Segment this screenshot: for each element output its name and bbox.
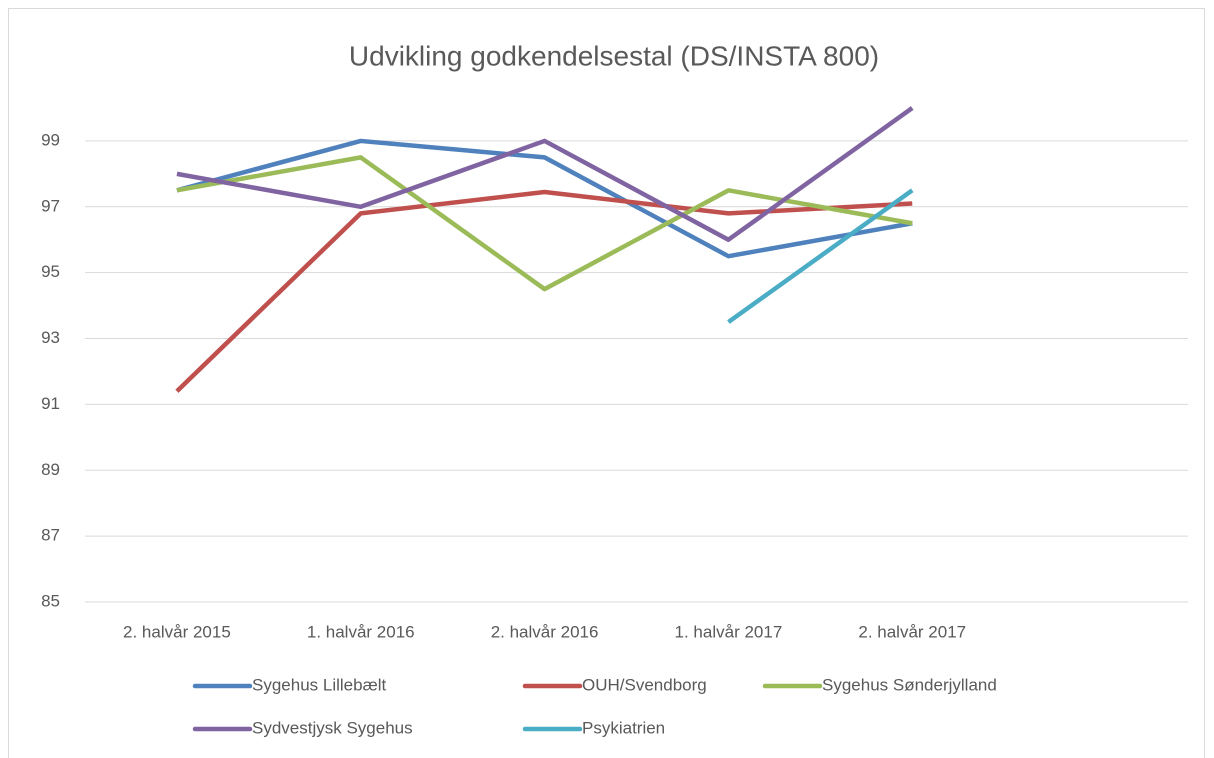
y-tick-label: 93 (41, 328, 60, 347)
series-line (727, 188, 914, 324)
series-line (176, 106, 914, 242)
legend-label: Sygehus Lillebælt (252, 675, 386, 694)
y-tick-label: 99 (41, 130, 60, 149)
x-tick-label: 2. halvår 2017 (858, 622, 966, 641)
x-tick-label: 1. halvår 2016 (307, 622, 415, 641)
x-tick-label: 1. halvår 2017 (675, 622, 783, 641)
y-tick-label: 89 (41, 460, 60, 479)
chart-border (8, 8, 1205, 758)
y-tick-label: 91 (41, 394, 60, 413)
y-tick-label: 95 (41, 262, 60, 281)
legend-label: Sydvestjysk Sygehus (252, 718, 413, 737)
y-tick-label: 97 (41, 196, 60, 215)
series-line (176, 155, 913, 292)
chart-title: Udvikling godkendelsestal (DS/INSTA 800) (349, 40, 879, 71)
series-line (175, 189, 913, 393)
legend-label: Psykiatrien (582, 718, 665, 737)
y-tick-label: 87 (41, 526, 60, 545)
legend-label: Sygehus Sønderjylland (822, 675, 997, 694)
x-tick-label: 2. halvår 2015 (123, 622, 231, 641)
x-tick-label: 2. halvår 2016 (491, 622, 599, 641)
y-tick-label: 85 (41, 591, 60, 610)
legend-label: OUH/Svendborg (582, 675, 707, 694)
series-line (176, 138, 913, 259)
